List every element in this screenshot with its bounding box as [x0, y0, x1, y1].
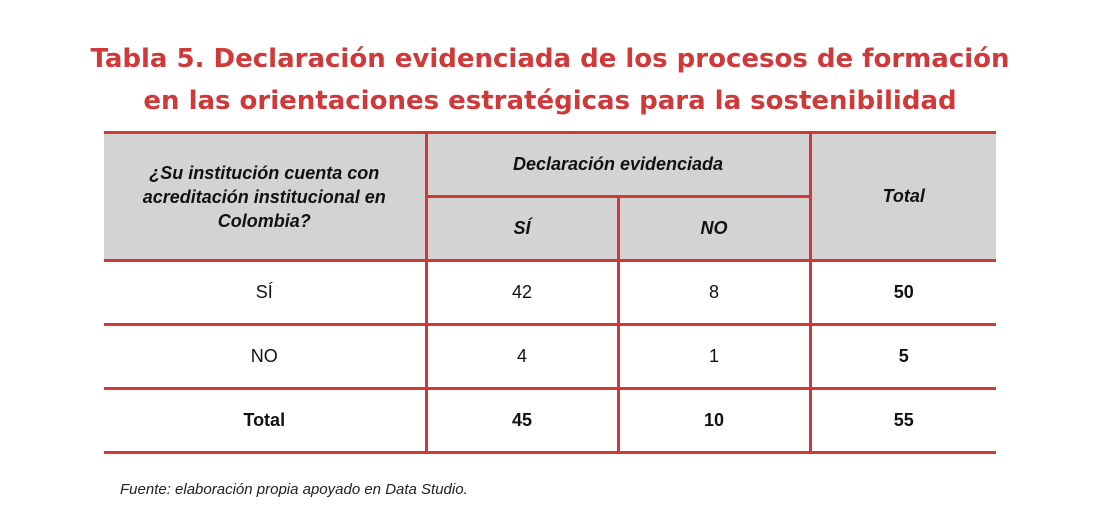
- si-header: SÍ: [426, 195, 620, 262]
- table-title: Tabla 5. Declaración evidenciada de los …: [0, 38, 1100, 122]
- row-label: SÍ: [104, 259, 428, 326]
- cell-total: 55: [808, 387, 997, 454]
- cell-si: 42: [424, 259, 620, 326]
- header-row-1: ¿Su institución cuenta con acreditación …: [104, 131, 997, 262]
- group-header: Declaración evidenciada: [424, 131, 812, 198]
- cell-si: 45: [424, 387, 620, 454]
- data-table: ¿Su institución cuenta con acreditación …: [104, 131, 997, 454]
- no-header: NO: [616, 195, 811, 262]
- table-title-line-2: en las orientaciones estratégicas para l…: [143, 86, 957, 116]
- header-row-2: SÍ NO: [104, 195, 996, 262]
- table-title-line-1: Tabla 5. Declaración evidenciada de los …: [90, 44, 1010, 74]
- cell-si: 4: [424, 323, 620, 390]
- table-row: SÍ 42 8 50: [104, 259, 997, 326]
- table-row: NO 4 1 5: [104, 323, 997, 390]
- cell-no: 8: [616, 259, 812, 326]
- cell-no: 1: [616, 323, 812, 390]
- cell-total: 50: [808, 259, 997, 326]
- cell-no: 10: [616, 387, 812, 454]
- table-row-total: Total 45 10 55: [104, 387, 997, 454]
- total-header: Total: [808, 131, 997, 262]
- question-header: ¿Su institución cuenta con acreditación …: [104, 131, 428, 262]
- row-label: NO: [104, 323, 428, 390]
- row-label: Total: [104, 387, 428, 454]
- cell-total: 5: [808, 323, 997, 390]
- source-note: Fuente: elaboración propia apoyado en Da…: [120, 481, 468, 498]
